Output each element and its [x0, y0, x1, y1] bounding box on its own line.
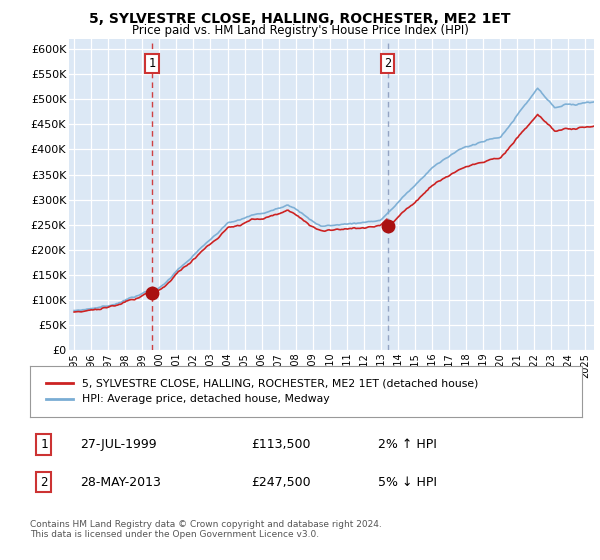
Text: 1: 1 — [148, 57, 155, 70]
Text: 28-MAY-2013: 28-MAY-2013 — [80, 475, 161, 488]
Text: 5, SYLVESTRE CLOSE, HALLING, ROCHESTER, ME2 1ET: 5, SYLVESTRE CLOSE, HALLING, ROCHESTER, … — [89, 12, 511, 26]
Text: Price paid vs. HM Land Registry's House Price Index (HPI): Price paid vs. HM Land Registry's House … — [131, 24, 469, 37]
Text: 27-JUL-1999: 27-JUL-1999 — [80, 438, 157, 451]
Text: 1: 1 — [40, 438, 47, 451]
Text: £247,500: £247,500 — [251, 475, 310, 488]
Text: 2: 2 — [384, 57, 391, 70]
Legend: 5, SYLVESTRE CLOSE, HALLING, ROCHESTER, ME2 1ET (detached house), HPI: Average p: 5, SYLVESTRE CLOSE, HALLING, ROCHESTER, … — [41, 373, 484, 410]
Text: Contains HM Land Registry data © Crown copyright and database right 2024.
This d: Contains HM Land Registry data © Crown c… — [30, 520, 382, 539]
Text: £113,500: £113,500 — [251, 438, 310, 451]
Text: 5% ↓ HPI: 5% ↓ HPI — [378, 475, 437, 488]
Text: 2% ↑ HPI: 2% ↑ HPI — [378, 438, 437, 451]
Text: 2: 2 — [40, 475, 47, 488]
